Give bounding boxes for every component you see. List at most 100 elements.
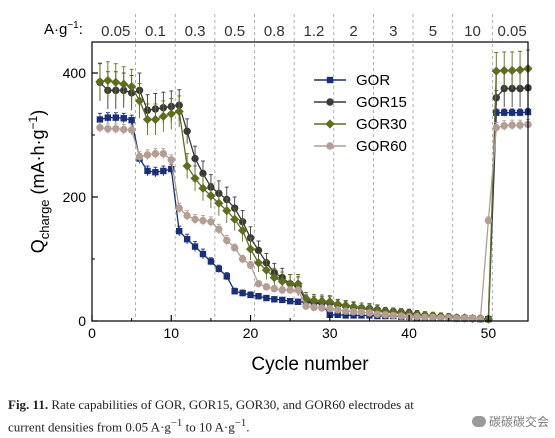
point-GOR30-28 [317, 296, 327, 306]
current-density-label-3: 0.5 [224, 23, 245, 40]
point-GOR30-3 [119, 79, 129, 89]
caption-text-1: Rate capabilities of GOR, GOR15, GOR30, … [51, 397, 414, 412]
point-GOR60-22 [270, 285, 279, 293]
point-GOR60-10 [175, 204, 183, 212]
series-layer [95, 49, 533, 324]
point-GOR60-9 [167, 156, 175, 164]
point-GOR60-3 [120, 125, 128, 134]
point-GOR30-30 [333, 299, 343, 309]
caption-sup-2: −1 [234, 417, 247, 429]
point-GOR-30 [334, 311, 341, 318]
point-GOR30-9 [166, 109, 176, 119]
point-GOR60-44 [445, 314, 453, 322]
point-GOR-25 [294, 298, 302, 305]
point-GOR-52 [508, 109, 516, 116]
point-GOR-8 [160, 167, 167, 175]
figure-caption: Fig. 11. Rate capabilities of GOR, GOR15… [8, 396, 548, 436]
point-GOR-32 [350, 312, 357, 319]
point-GOR60-42 [429, 313, 437, 321]
point-GOR60-2 [112, 125, 120, 133]
point-GOR30-35 [372, 305, 382, 316]
point-GOR30-24 [285, 279, 295, 289]
current-density-row: A·g−1: 0.05 0.1 0.3 0.5 0.8 1.2 2 3 5 10 0.05 [44, 20, 527, 40]
point-GOR60-43 [437, 314, 445, 322]
point-GOR60-34 [365, 309, 374, 317]
point-GOR-20 [255, 293, 262, 300]
point-GOR60-23 [278, 286, 286, 294]
point-GOR60-47 [468, 314, 477, 323]
caption-sup-1: −1 [170, 417, 183, 429]
point-GOR60-8 [159, 149, 168, 158]
point-GOR30-12 [190, 173, 200, 183]
current-density-label-1: 0.1 [145, 23, 166, 40]
y-tick-label-2: 400 [63, 65, 87, 81]
point-GOR60-46 [460, 314, 469, 323]
point-GOR30-32 [349, 302, 359, 312]
point-GOR60-41 [421, 313, 429, 321]
point-GOR-31 [342, 312, 349, 319]
point-GOR-0 [96, 116, 104, 123]
point-GOR60-51 [500, 122, 508, 130]
point-GOR30-14 [206, 191, 216, 201]
point-GOR30-25 [293, 279, 303, 289]
point-GOR-19 [247, 291, 254, 299]
point-GOR30-27 [309, 295, 319, 306]
y-label-unit: (mA·h·g [28, 129, 48, 199]
point-GOR60-35 [373, 310, 382, 318]
current-density-label-8: 5 [429, 23, 437, 40]
point-GOR-12 [191, 243, 199, 250]
point-GOR-2 [112, 114, 119, 121]
legend-marker-GOR60 [326, 142, 334, 150]
series-GOR [96, 107, 532, 323]
point-GOR15-50 [492, 94, 500, 102]
point-GOR60-53 [516, 121, 524, 129]
point-GOR15-20 [254, 246, 263, 255]
point-GOR-21 [263, 294, 270, 302]
series-GOR60 [96, 119, 532, 323]
current-density-label-9: 10 [464, 23, 481, 40]
point-GOR60-19 [246, 261, 255, 269]
caption-text-3: to 10 A·g [182, 419, 235, 435]
x-tick-label-4: 40 [401, 325, 417, 341]
point-GOR30-19 [245, 244, 256, 254]
y-tick-label-0: 0 [78, 313, 86, 329]
series-GOR15 [96, 63, 532, 323]
y-label-unit-sup: −1 [26, 115, 40, 129]
watermark-text: 碳碳碳交会 [488, 415, 549, 429]
point-GOR60-7 [151, 149, 160, 158]
cd-unit-sup: −1 [67, 20, 79, 31]
point-GOR60-38 [397, 312, 405, 320]
point-GOR60-14 [207, 218, 215, 226]
point-GOR30-51 [499, 65, 509, 76]
point-GOR-15 [215, 265, 223, 273]
point-GOR60-37 [389, 311, 397, 320]
current-density-label-6: 2 [349, 23, 357, 40]
current-density-label-5: 1.2 [304, 23, 325, 40]
current-density-unit: A·g−1: [44, 20, 83, 38]
point-GOR-51 [501, 109, 508, 116]
point-GOR60-6 [143, 151, 152, 159]
series-GOR30 [95, 49, 533, 324]
point-GOR30-6 [142, 114, 153, 125]
point-GOR30-4 [127, 82, 137, 92]
point-GOR-4 [128, 116, 135, 124]
point-GOR30-21 [261, 265, 271, 275]
point-GOR60-21 [262, 283, 271, 291]
current-density-label-7: 3 [389, 23, 397, 40]
point-GOR-6 [144, 167, 151, 175]
point-GOR60-33 [357, 308, 366, 317]
x-tick-label-2: 20 [243, 325, 259, 341]
point-GOR60-49 [484, 216, 493, 225]
point-GOR60-30 [334, 306, 342, 314]
point-GOR30-20 [253, 258, 264, 268]
point-GOR60-15 [215, 225, 223, 233]
point-GOR30-53 [515, 65, 525, 75]
point-GOR60-31 [341, 307, 350, 315]
caption-label: Fig. 11. [8, 397, 49, 412]
y-axis-label: Qcharge (mA·h·g−1) [26, 110, 52, 253]
point-GOR-22 [271, 296, 278, 303]
legend-label-GOR15: GOR15 [356, 94, 407, 111]
point-GOR30-17 [230, 214, 240, 224]
point-GOR30-10 [174, 106, 184, 117]
series-line-GOR [99, 111, 529, 320]
